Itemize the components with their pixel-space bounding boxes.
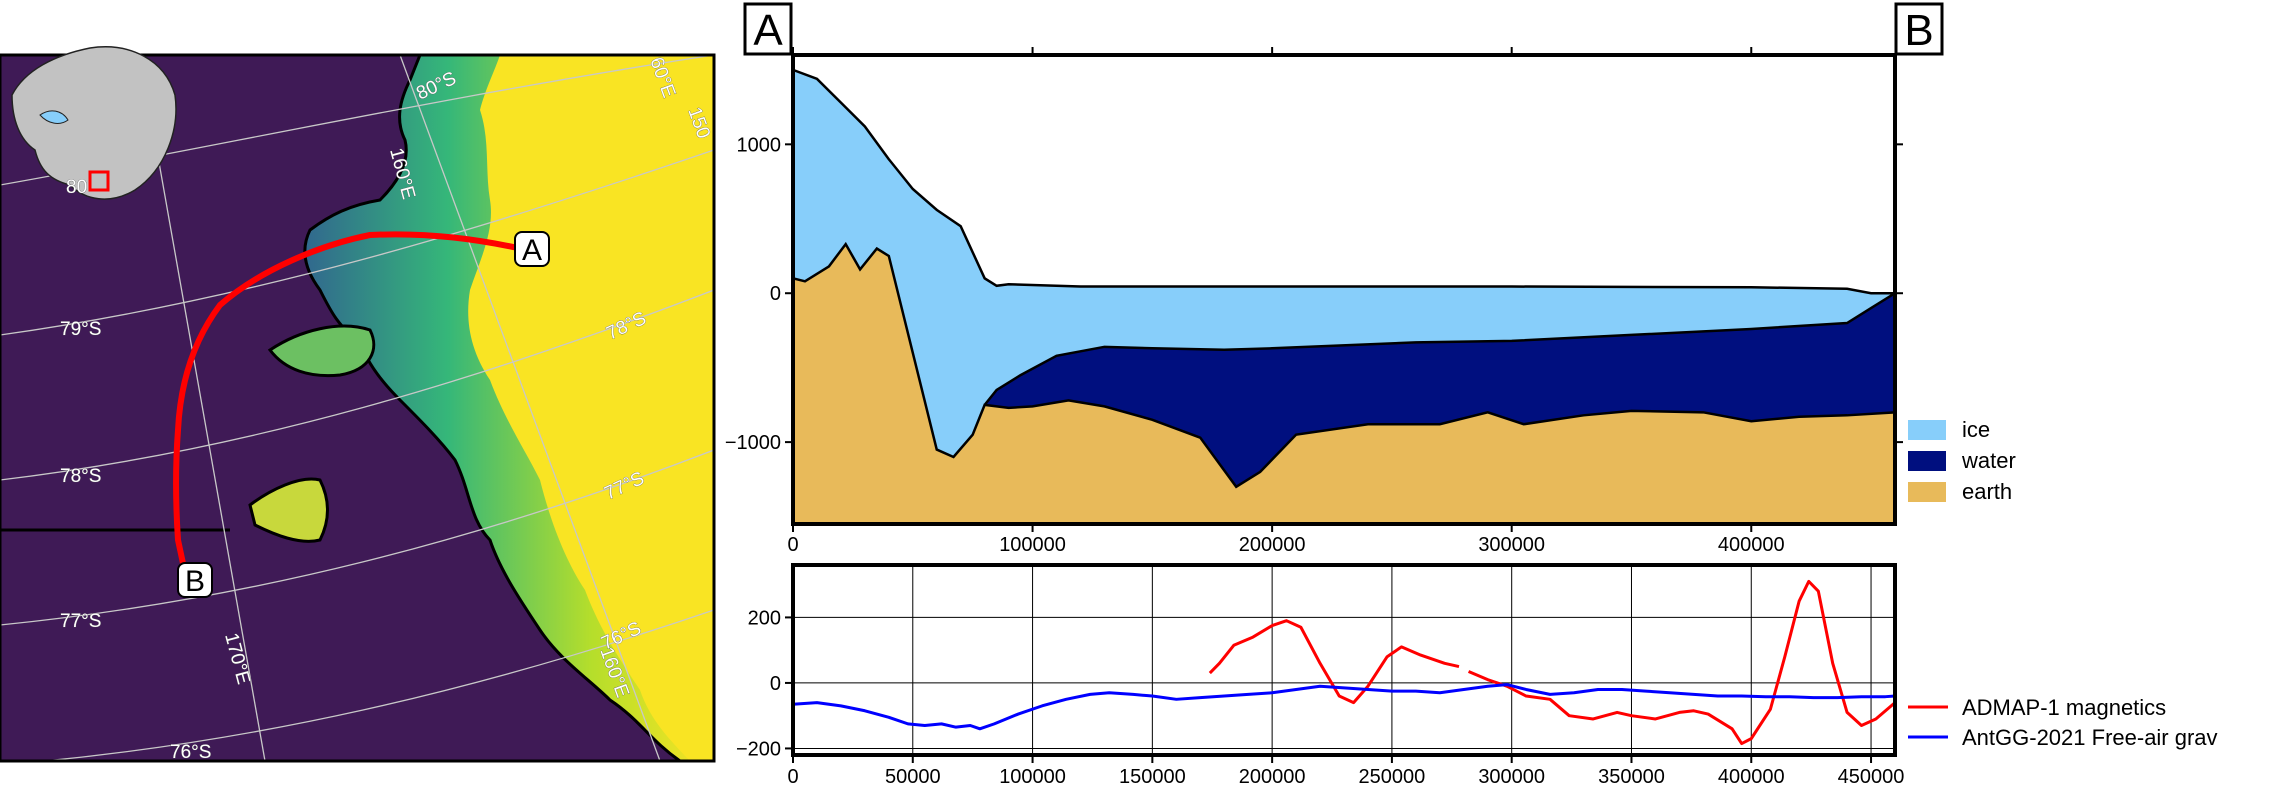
inset-antarctica (11, 46, 177, 200)
x-tick-label: 200000 (1239, 766, 1306, 788)
x-tick-label: 100000 (999, 766, 1066, 788)
inset-region-box (88, 170, 110, 192)
x-tick-label: 50000 (885, 766, 941, 788)
svg-text:B: B (185, 565, 205, 598)
x-tick-label: 400000 (1718, 766, 1785, 788)
end-label-box-a (743, 2, 793, 56)
end-label-a: A (753, 6, 783, 55)
y-tick-label: 0 (770, 283, 781, 305)
boundary-earth (792, 241, 1896, 489)
legend-swatch-water (1908, 451, 1946, 471)
y-tick-label: 200 (748, 607, 781, 629)
y-tick-label: −1000 (725, 432, 781, 454)
legend-label-water: water (1961, 448, 2016, 473)
x-tick-label: 450000 (1838, 766, 1905, 788)
x-tick-label: 350000 (1598, 766, 1665, 788)
series-line-admap-1 (1467, 579, 1896, 746)
y-tick-label: −200 (736, 738, 781, 760)
x-tick-label: 200000 (1239, 534, 1306, 556)
map-frame (0, 53, 716, 763)
series-line-antgg-2021 (792, 683, 1896, 731)
inset-map: 80 (11, 46, 177, 200)
legend-label-earth: earth (1962, 479, 2012, 504)
map-panel: 80°S 79°S 78°S 77°S 76°S 78°S 77°S 76°S … (0, 55, 714, 763)
legend-label-1: AntGG-2021 Free-air grav (1962, 725, 2218, 750)
end-label-b: B (1904, 6, 1933, 55)
x-tick-label: 300000 (1478, 766, 1545, 788)
marker-b: B (177, 562, 213, 598)
profile-line (173, 231, 521, 571)
legend-label-0: ADMAP-1 magnetics (1962, 695, 2166, 720)
series-line-admap-1 (1208, 619, 1460, 705)
x-tick-label: 0 (787, 766, 798, 788)
x-tick-label: 300000 (1478, 534, 1545, 556)
end-label-box-b (1894, 2, 1944, 56)
profile-frame (791, 563, 1897, 757)
cross-section-chart: 0 100000 200000 300000 400000 1000 0 −1000 A Bice… (725, 2, 2016, 556)
graticule-label: 79°S (60, 319, 101, 340)
x-tick-label: 100000 (999, 534, 1066, 556)
inset-label: 80 (66, 177, 87, 198)
inset-ice-shelf (39, 110, 69, 124)
area-earth (793, 244, 1895, 525)
graticule-label: 77°S (60, 611, 101, 632)
map-island (248, 477, 329, 543)
y-tick-label: 0 (770, 673, 781, 695)
marker-a: A (514, 231, 550, 267)
svg-text:A: A (522, 234, 542, 267)
graticule-label: 78°S (60, 466, 101, 487)
y-tick-label: 1000 (737, 134, 782, 156)
legend-swatch-ice (1908, 420, 1946, 440)
legend-label-ice: ice (1962, 417, 1990, 442)
x-tick-label: 0 (787, 534, 798, 556)
legend-swatch-earth (1908, 482, 1946, 502)
section-frame (791, 53, 1897, 526)
graticule-label: 76°S (170, 742, 211, 763)
x-tick-label: 150000 (1119, 766, 1186, 788)
x-tick-label: 250000 (1359, 766, 1426, 788)
area-water (984, 293, 1895, 487)
map-island (267, 324, 376, 378)
profile-chart: 0 50000 100000 150000 200000 250000 300000 3500… (736, 563, 2218, 788)
boundary-ice (792, 68, 1895, 295)
x-tick-label: 400000 (1718, 534, 1785, 556)
boundary-water (983, 292, 1896, 406)
